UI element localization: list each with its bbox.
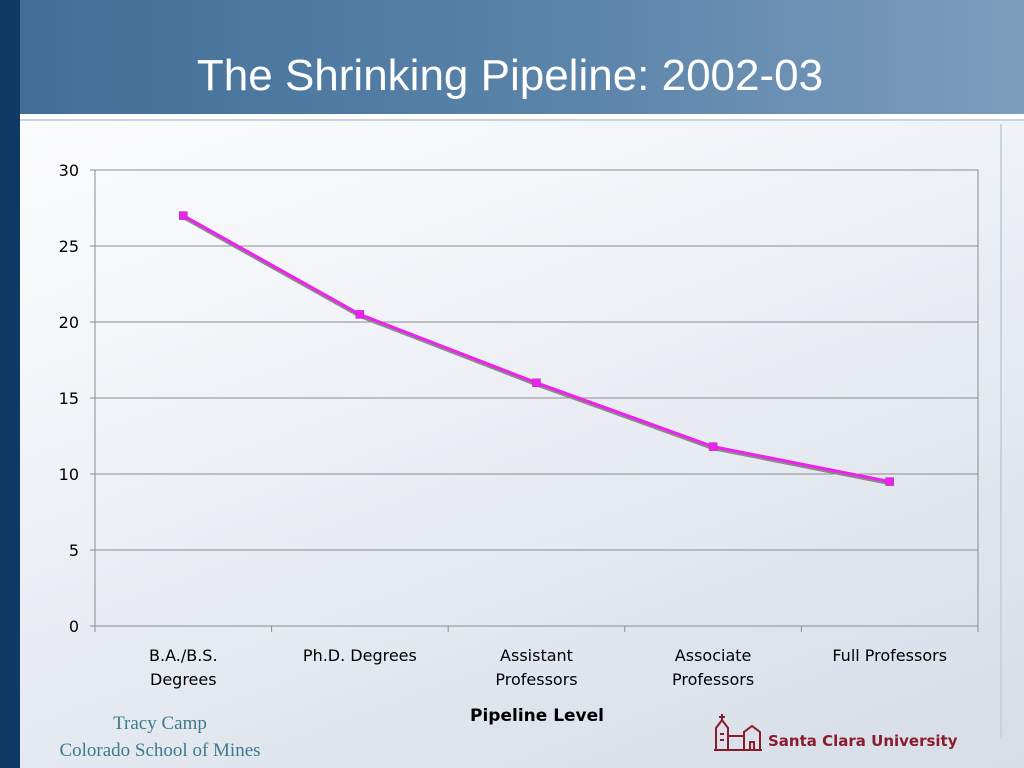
slide-title: The Shrinking Pipeline: 2002-03 bbox=[196, 51, 824, 100]
footer-name: Tracy Camp bbox=[113, 713, 207, 734]
series-line bbox=[182, 214, 890, 484]
x-tick-label: Associate Professors bbox=[633, 644, 793, 692]
x-axis-ticks bbox=[94, 626, 979, 632]
series-group bbox=[179, 211, 894, 486]
university-logo: Santa Clara University bbox=[712, 712, 1002, 752]
data-point-3 bbox=[708, 442, 718, 451]
x-tick-label-line: Associate bbox=[674, 646, 752, 665]
y-tick-label: 5 bbox=[69, 541, 79, 560]
x-tick-label-line: Degrees bbox=[150, 670, 217, 689]
logo-wordmark: Santa Clara University bbox=[768, 732, 958, 750]
mission-church-icon bbox=[714, 714, 762, 751]
x-tick-label: Ph.D. Degrees bbox=[280, 644, 440, 668]
y-tick-label: 25 bbox=[59, 237, 79, 256]
x-tick-label: Assistant Professors bbox=[457, 644, 617, 692]
footer-credit: Tracy Camp Colorado School of Mines bbox=[30, 710, 290, 764]
x-axis-title: Pipeline Level bbox=[470, 706, 604, 726]
data-point-2 bbox=[532, 378, 541, 388]
line-chart: 0 5 10 15 20 25 30 Pipeline Level bbox=[59, 161, 979, 726]
y-tick-label: 30 bbox=[59, 161, 79, 180]
y-tick-label: 0 bbox=[69, 617, 79, 636]
x-tick-label-line: Professors bbox=[671, 670, 755, 689]
data-point-1 bbox=[355, 310, 365, 319]
y-tick-label: 20 bbox=[59, 313, 79, 332]
series-line-shadow bbox=[182, 216, 890, 486]
data-point-4 bbox=[885, 477, 894, 486]
x-tick-label-line: B.A./B.S. bbox=[149, 646, 218, 665]
x-tick-label-line: Full Professors bbox=[832, 646, 948, 665]
data-point-0 bbox=[179, 211, 188, 220]
gridlines bbox=[95, 245, 978, 551]
y-tick-label: 10 bbox=[59, 465, 79, 484]
y-tick-label: 15 bbox=[59, 389, 79, 408]
x-tick-label: Full Professors bbox=[810, 644, 970, 668]
banner-divider bbox=[20, 114, 1024, 119]
x-tick-label-line: Ph.D. Degrees bbox=[302, 646, 417, 665]
footer-org: Colorado School of Mines bbox=[59, 740, 261, 761]
left-accent-bar bbox=[0, 0, 20, 768]
x-tick-label-line: Assistant bbox=[500, 646, 573, 665]
x-tick-label-line: Professors bbox=[495, 670, 578, 689]
banner-divider-shadow bbox=[20, 119, 1024, 121]
title-banner bbox=[20, 0, 1024, 114]
x-tick-label: B.A./B.S. Degrees bbox=[103, 644, 263, 692]
y-axis-ticks: 0 5 10 15 20 25 30 bbox=[59, 161, 95, 636]
right-rule bbox=[1000, 124, 1002, 739]
